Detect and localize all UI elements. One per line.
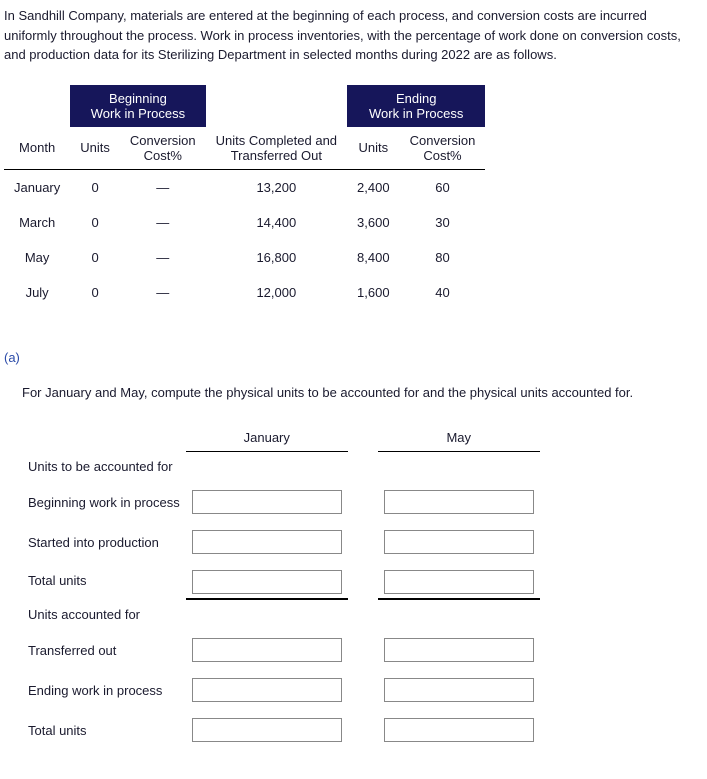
cell-month: January xyxy=(4,169,70,205)
part-label: (a) xyxy=(4,350,703,365)
header-january: January xyxy=(186,424,348,452)
cell-units-end: 8,400 xyxy=(347,240,400,275)
input-total2-jan[interactable] xyxy=(192,718,342,742)
cell-conv-end: 80 xyxy=(400,240,486,275)
problem-intro: In Sandhill Company, materials are enter… xyxy=(4,6,703,65)
cell-completed: 16,800 xyxy=(206,240,347,275)
group-header-beginning: Beginning Work in Process xyxy=(70,85,205,127)
cell-units-begin: 0 xyxy=(70,275,120,310)
col-units-begin: Units xyxy=(70,127,120,170)
header-may: May xyxy=(378,424,540,452)
label-total-units-1: Total units xyxy=(22,562,186,599)
instruction: For January and May, compute the physica… xyxy=(22,385,703,400)
table-row: January0—13,2002,40060 xyxy=(4,169,485,205)
input-ewip-may[interactable] xyxy=(384,678,534,702)
cell-completed: 13,200 xyxy=(206,169,347,205)
input-total2-may[interactable] xyxy=(384,718,534,742)
cell-conv-begin: — xyxy=(120,240,206,275)
input-total1-jan[interactable] xyxy=(192,570,342,594)
cell-month: July xyxy=(4,275,70,310)
cell-units-begin: 0 xyxy=(70,240,120,275)
cell-conv-end: 40 xyxy=(400,275,486,310)
label-total-units-2: Total units xyxy=(22,710,186,750)
cell-conv-begin: — xyxy=(120,275,206,310)
col-units-end: Units xyxy=(347,127,400,170)
input-bwip-jan[interactable] xyxy=(192,490,342,514)
col-conv-begin: Conversion Cost% xyxy=(120,127,206,170)
label-started: Started into production xyxy=(22,522,186,562)
col-completed: Units Completed and Transferred Out xyxy=(206,127,347,170)
label-accounted-for: Units accounted for xyxy=(22,599,186,630)
cell-completed: 14,400 xyxy=(206,205,347,240)
label-transferred-out: Transferred out xyxy=(22,630,186,670)
cell-conv-begin: — xyxy=(120,205,206,240)
table-row: July0—12,0001,60040 xyxy=(4,275,485,310)
cell-units-begin: 0 xyxy=(70,169,120,205)
col-month: Month xyxy=(4,127,70,170)
cell-conv-begin: — xyxy=(120,169,206,205)
label-ewip: Ending work in process xyxy=(22,670,186,710)
input-transout-may[interactable] xyxy=(384,638,534,662)
col-conv-end: Conversion Cost% xyxy=(400,127,486,170)
input-transout-jan[interactable] xyxy=(192,638,342,662)
table-row: March0—14,4003,60030 xyxy=(4,205,485,240)
cell-completed: 12,000 xyxy=(206,275,347,310)
cell-month: March xyxy=(4,205,70,240)
cell-units-end: 2,400 xyxy=(347,169,400,205)
cell-units-end: 3,600 xyxy=(347,205,400,240)
label-bwip: Beginning work in process xyxy=(22,482,186,522)
input-total1-may[interactable] xyxy=(384,570,534,594)
cell-month: May xyxy=(4,240,70,275)
production-data-table: Beginning Work in Process Ending Work in… xyxy=(4,85,485,310)
input-started-jan[interactable] xyxy=(192,530,342,554)
cell-conv-end: 60 xyxy=(400,169,486,205)
input-started-may[interactable] xyxy=(384,530,534,554)
cell-units-begin: 0 xyxy=(70,205,120,240)
group-header-ending: Ending Work in Process xyxy=(347,85,485,127)
input-ewip-jan[interactable] xyxy=(192,678,342,702)
input-bwip-may[interactable] xyxy=(384,490,534,514)
cell-conv-end: 30 xyxy=(400,205,486,240)
answer-table: January May Units to be accounted for Be… xyxy=(22,424,540,751)
cell-units-end: 1,600 xyxy=(347,275,400,310)
table-row: May0—16,8008,40080 xyxy=(4,240,485,275)
label-to-be-accounted: Units to be accounted for xyxy=(22,451,186,482)
